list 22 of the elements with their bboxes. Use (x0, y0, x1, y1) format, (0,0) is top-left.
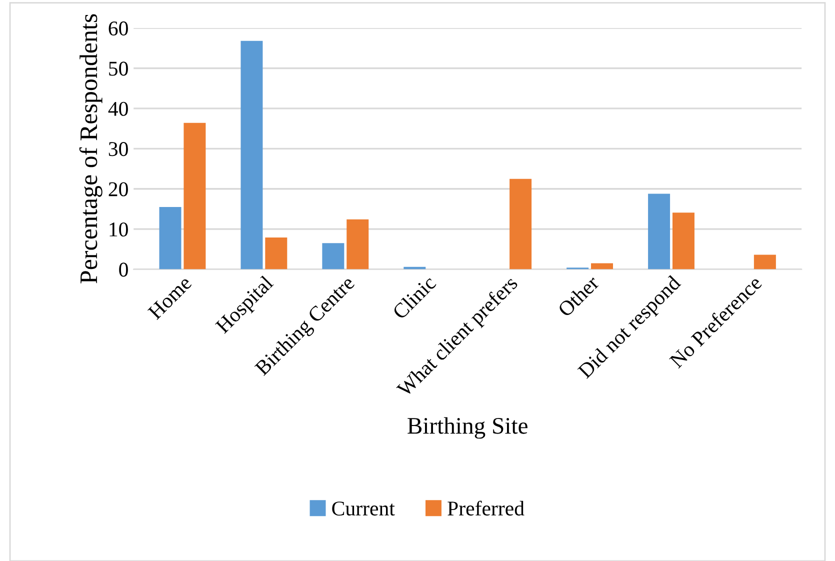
y-tick-label: 10 (110, 222, 128, 237)
bar (754, 254, 776, 270)
bar (346, 219, 369, 270)
bar (648, 194, 670, 270)
y-tick-label: 0 (119, 262, 128, 277)
legend-label: Preferred (448, 500, 524, 516)
bar (672, 212, 694, 270)
y-tick-label: 40 (108, 102, 128, 116)
bar (240, 40, 263, 270)
legend-label: Current (332, 502, 395, 516)
bar (322, 243, 344, 270)
bar (159, 206, 182, 270)
y-tick-label: 50 (109, 62, 128, 76)
y-tick-label: 30 (108, 142, 128, 156)
bar (265, 238, 288, 270)
bar (184, 122, 206, 270)
y-tick-label: 20 (108, 182, 128, 196)
y-tick-label: 60 (108, 21, 128, 36)
x-axis-title: Birthing Site (408, 417, 528, 439)
bar (591, 263, 614, 270)
bar (510, 178, 532, 270)
y-axis-title: Percentage of Respondents (79, 14, 102, 284)
